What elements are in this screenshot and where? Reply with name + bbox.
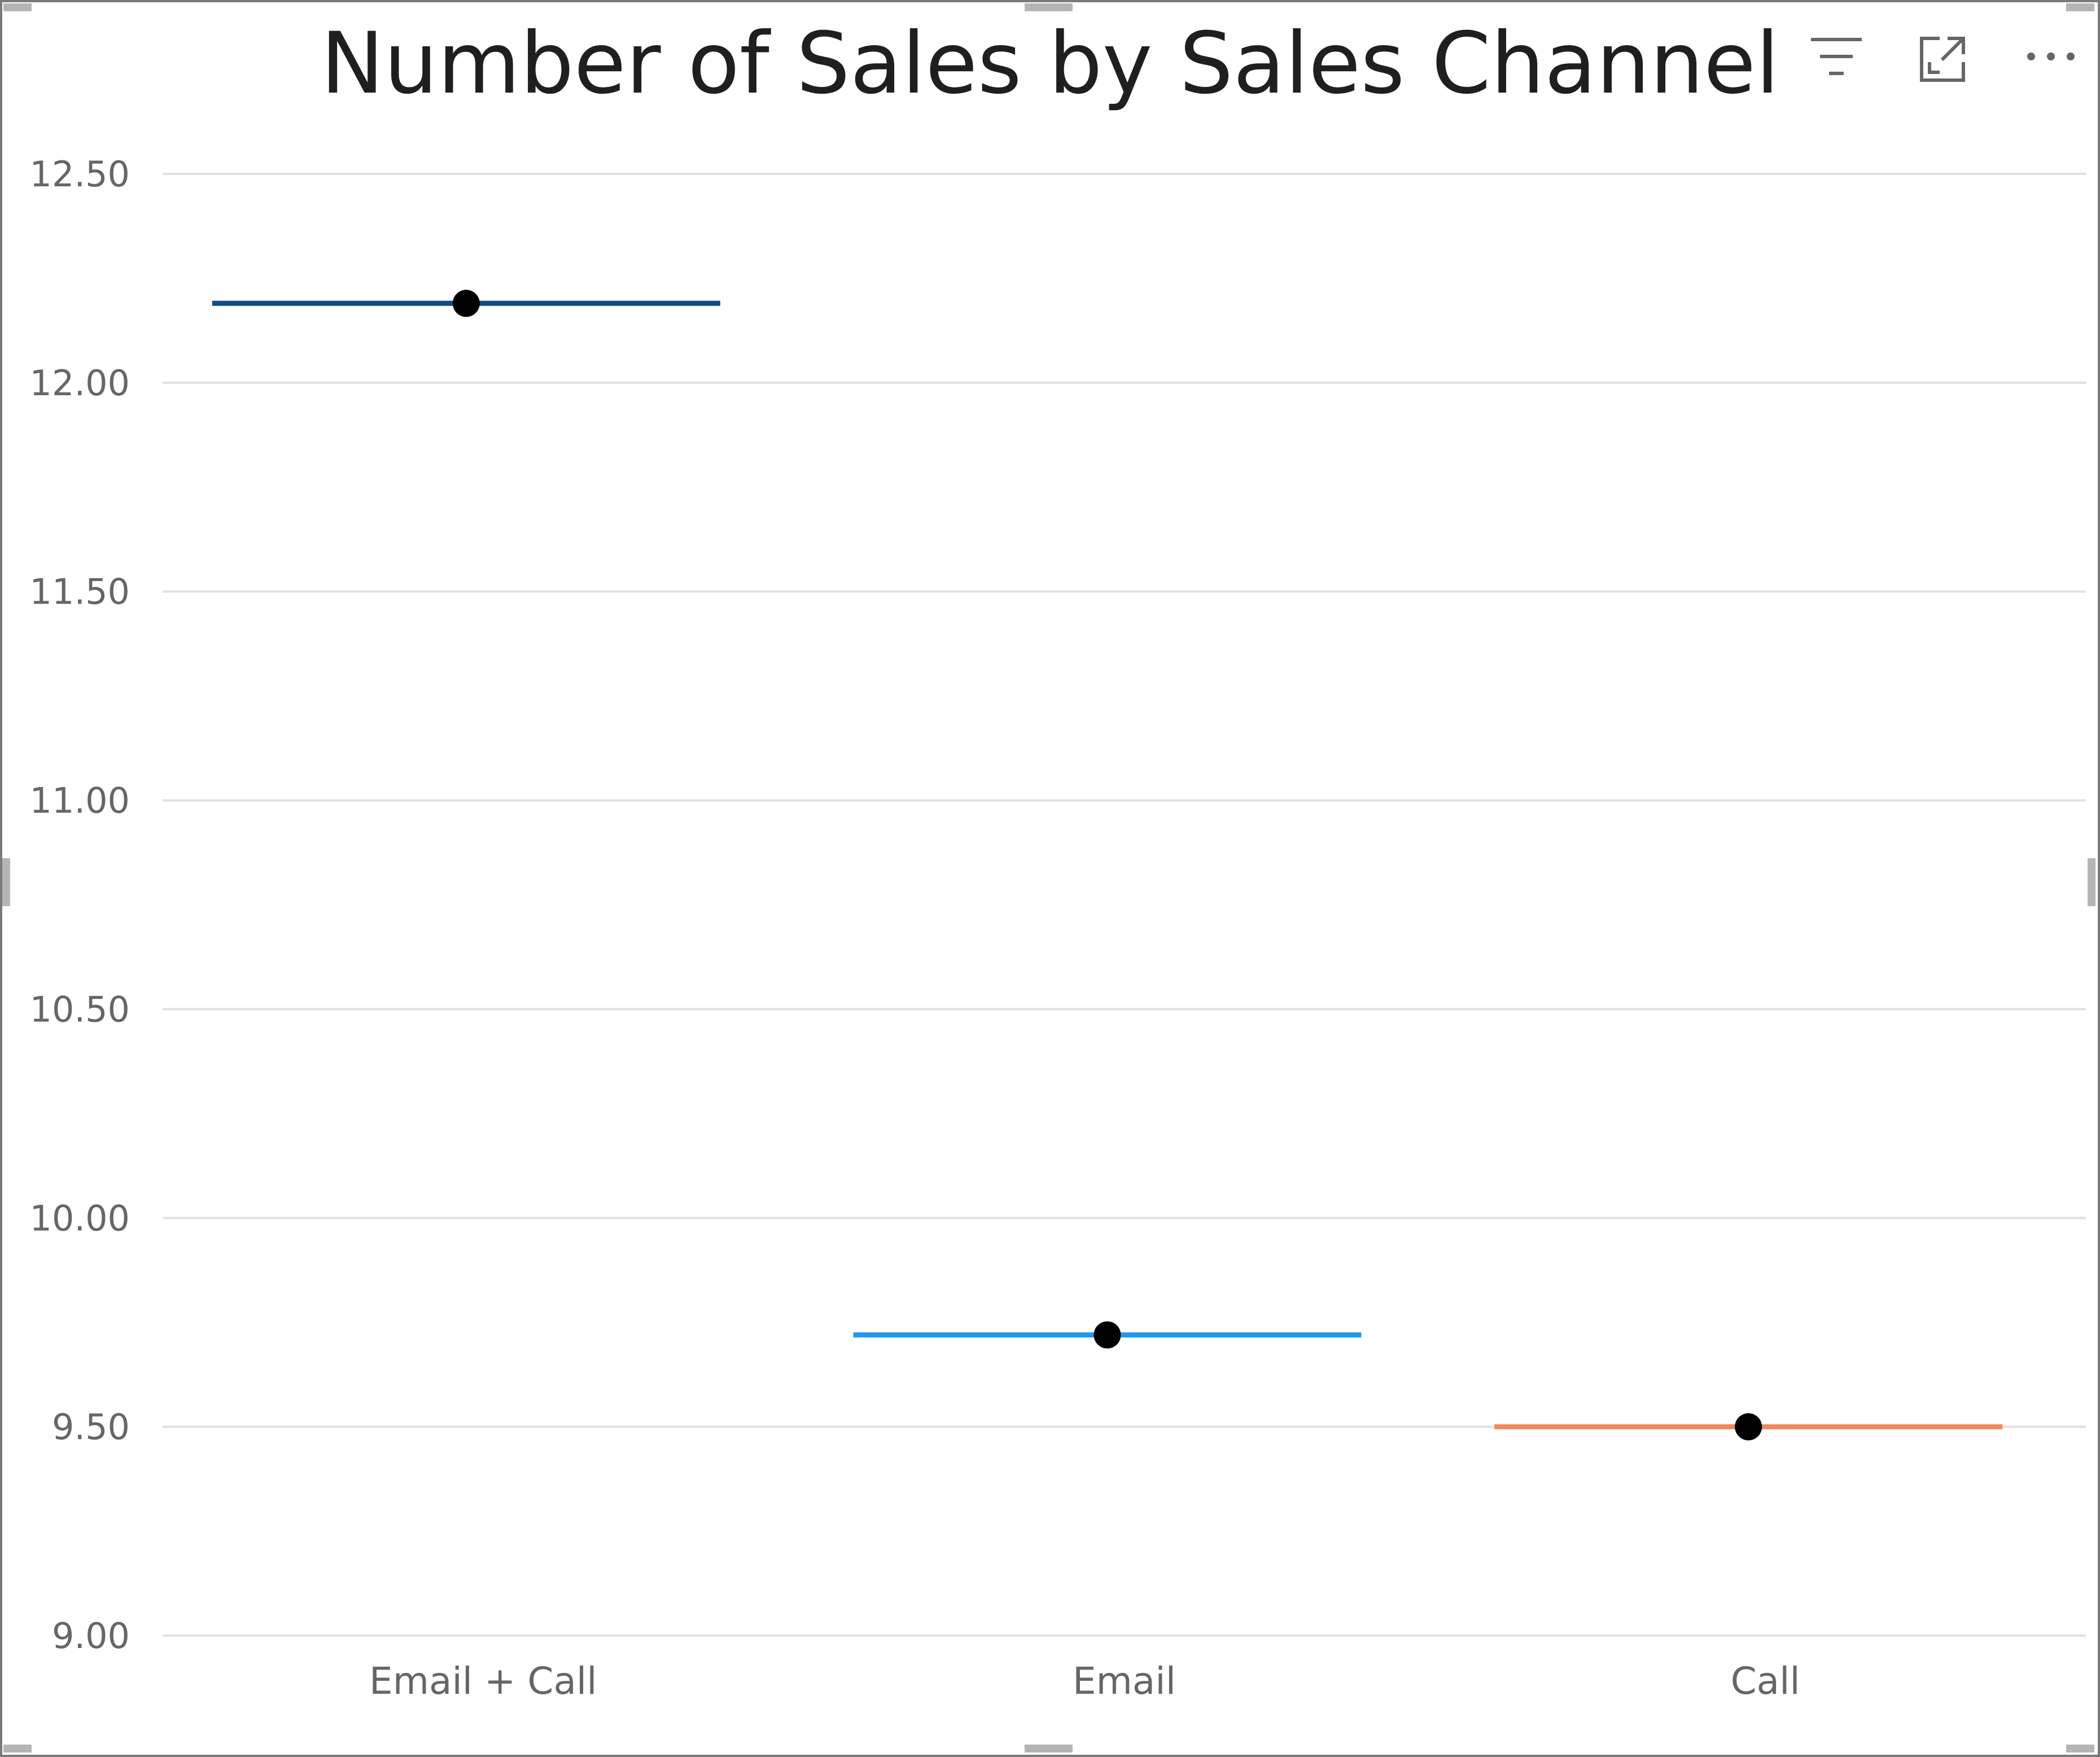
resize-handle-top-left[interactable] [3,3,32,11]
data-series [212,290,2003,1441]
y-tick-label: 11.50 [30,571,130,613]
more-options-icon[interactable] [2020,28,2082,90]
x-category-label: Email [1073,1659,1176,1703]
x-category-label: Call [1731,1659,1800,1703]
filter-icon[interactable] [1805,28,1867,90]
resize-handle-right[interactable] [2088,858,2095,906]
x-axis-categories: Email + Call Email Call [369,1659,1800,1703]
y-tick-label: 12.50 [30,154,130,195]
resize-handle-bottom-right[interactable] [2066,1745,2094,1752]
y-tick-label: 11.00 [30,780,130,821]
chart-title: Number of Sales by Sales Channel [321,15,1779,113]
gridlines [163,173,2086,1637]
data-point[interactable] [1093,1321,1121,1349]
y-tick-label: 9.00 [52,1615,130,1657]
resize-handle-top[interactable] [1025,3,1073,11]
y-tick-label: 9.50 [52,1406,130,1448]
focus-mode-icon[interactable] [1913,28,1975,90]
y-tick-label: 10.50 [30,989,130,1030]
resize-handle-top-right[interactable] [2066,3,2094,11]
resize-handle-left[interactable] [2,858,10,906]
y-tick-label: 12.00 [30,362,130,404]
resize-handle-bottom-left[interactable] [3,1745,32,1752]
y-axis-ticks: 12.50 12.00 11.50 11.00 10.50 10.00 9.50 9.00 [30,154,130,1657]
data-point[interactable] [1735,1413,1762,1441]
resize-handle-bottom[interactable] [1025,1745,1073,1752]
y-tick-label: 10.00 [30,1197,130,1239]
data-point[interactable] [452,290,480,317]
x-category-label: Email + Call [369,1659,597,1703]
